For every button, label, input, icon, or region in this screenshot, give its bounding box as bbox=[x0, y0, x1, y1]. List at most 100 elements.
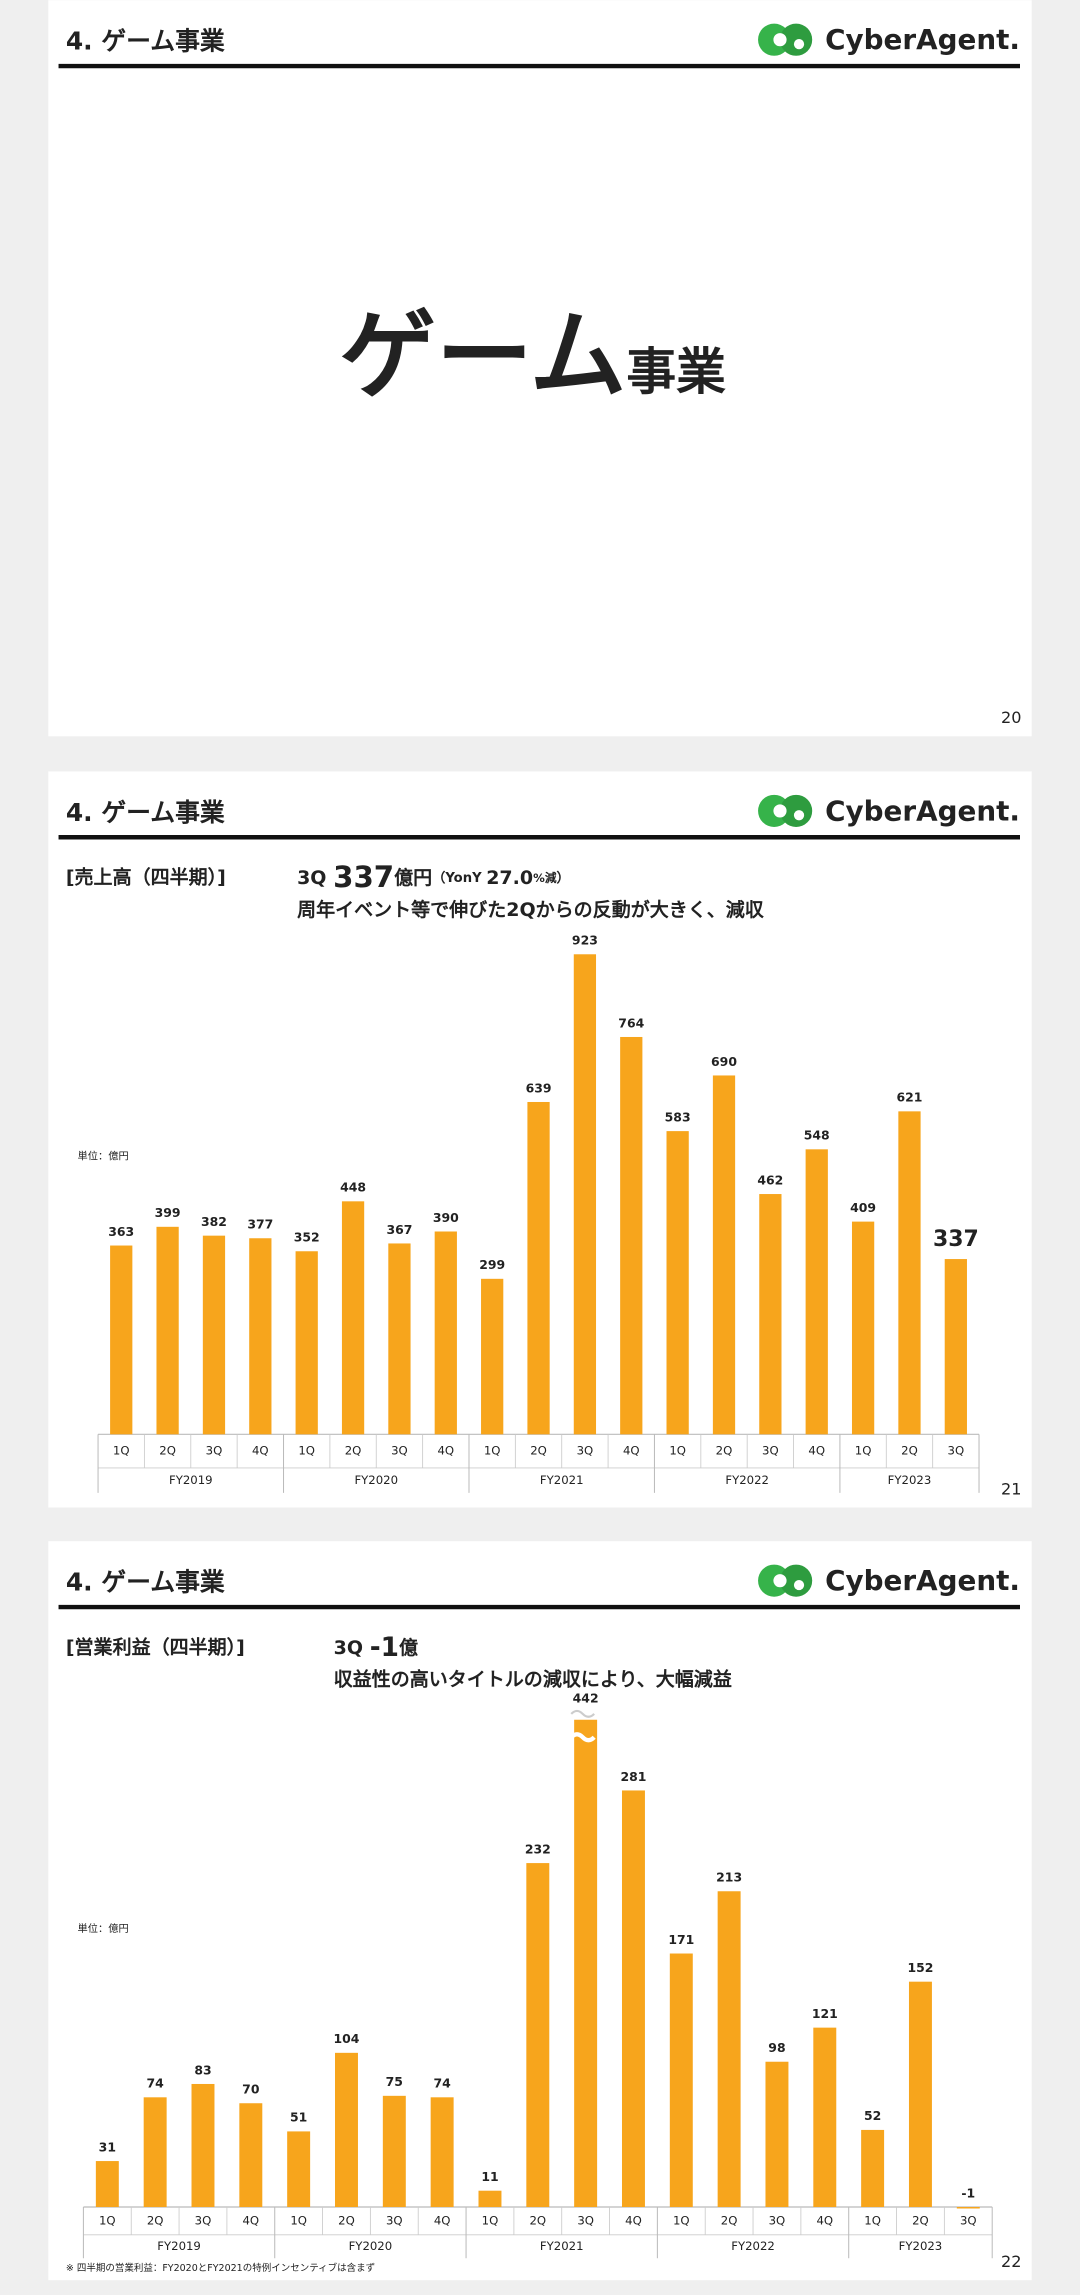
group-label: FY2020 bbox=[354, 1473, 398, 1487]
x-tick-label: 2Q bbox=[912, 2213, 929, 2227]
headline-part: 27.0 bbox=[486, 867, 533, 889]
x-tick-label: 3Q bbox=[195, 2213, 212, 2227]
bar bbox=[239, 2103, 263, 2208]
bar bbox=[249, 1238, 272, 1435]
value-label: 639 bbox=[526, 1080, 552, 1095]
headline: 3Q 337億円（YonY 27.0%減） bbox=[297, 860, 570, 894]
bar bbox=[574, 1719, 598, 2208]
headline-part: -1 bbox=[370, 1632, 399, 1662]
value-label: 462 bbox=[757, 1172, 783, 1187]
headline-part: ） bbox=[557, 870, 570, 886]
logo-icon bbox=[773, 1574, 787, 1588]
bar bbox=[382, 2095, 406, 2208]
bar bbox=[110, 1245, 133, 1435]
value-label: 583 bbox=[665, 1109, 691, 1124]
value-label: 409 bbox=[850, 1200, 876, 1215]
value-label: 121 bbox=[812, 2006, 838, 2021]
logo-icon bbox=[780, 23, 813, 56]
x-tick-label: 3Q bbox=[762, 1444, 779, 1458]
bar bbox=[759, 1194, 782, 1435]
headline-note: 収益性の高いタイトルの減収により、大幅減益 bbox=[334, 1668, 732, 1691]
value-label: 448 bbox=[340, 1180, 366, 1195]
bar bbox=[621, 1790, 645, 2208]
value-label: 70 bbox=[242, 2082, 260, 2097]
bar bbox=[335, 2052, 358, 2208]
logo-icon bbox=[780, 794, 813, 828]
bar bbox=[851, 1221, 875, 1435]
x-tick-label: 2Q bbox=[530, 1444, 547, 1458]
x-tick-label: 4Q bbox=[808, 1444, 825, 1458]
slide bbox=[48, 0, 1032, 737]
value-label: 548 bbox=[804, 1128, 830, 1143]
bar bbox=[956, 2207, 980, 2209]
page-number: 21 bbox=[1001, 1479, 1021, 1498]
logo-icon bbox=[780, 1564, 813, 1597]
value-label: 367 bbox=[386, 1222, 412, 1237]
brand: CyberAgent. bbox=[825, 23, 1020, 56]
subtitle: [売上高（四半期）] bbox=[66, 866, 226, 889]
value-label: 377 bbox=[247, 1217, 273, 1232]
x-tick-label: 4Q bbox=[623, 1444, 640, 1458]
group-label: FY2020 bbox=[349, 2239, 393, 2253]
bar bbox=[712, 1075, 736, 1435]
page-number: 20 bbox=[1001, 708, 1021, 727]
value-label: 213 bbox=[716, 1870, 742, 1885]
value-label: 74 bbox=[147, 2076, 165, 2091]
x-tick-label: 1Q bbox=[298, 1444, 315, 1458]
value-label: 74 bbox=[433, 2076, 451, 2091]
value-label: 171 bbox=[668, 1932, 694, 1947]
bar bbox=[191, 2083, 215, 2208]
x-tick-label: 1Q bbox=[673, 2213, 690, 2227]
value-label: 281 bbox=[620, 1769, 646, 1784]
x-tick-label: 1Q bbox=[290, 2213, 307, 2227]
value-label: 764 bbox=[618, 1015, 644, 1030]
x-tick-label: 3Q bbox=[577, 1444, 594, 1458]
group-label: FY2021 bbox=[540, 2239, 584, 2253]
value-label: 442 bbox=[573, 1691, 599, 1706]
axis-break bbox=[570, 1709, 595, 1718]
x-tick-label: 3Q bbox=[391, 1444, 408, 1458]
value-label: 98 bbox=[768, 2040, 785, 2055]
headline-part: %減 bbox=[533, 871, 557, 885]
x-tick-label: 3Q bbox=[577, 2213, 594, 2227]
bar bbox=[95, 2161, 119, 2208]
big-title-main: ゲーム bbox=[340, 299, 627, 412]
bar bbox=[388, 1243, 411, 1435]
x-tick-label: 2Q bbox=[338, 2213, 355, 2227]
section-title: 4. ゲーム事業 bbox=[66, 27, 225, 56]
value-label: 299 bbox=[479, 1257, 505, 1272]
x-tick-label: 1Q bbox=[669, 1444, 686, 1458]
unit-label: 単位：億円 bbox=[78, 1922, 129, 1935]
page-number: 22 bbox=[1001, 2252, 1021, 2271]
bar bbox=[481, 1278, 504, 1435]
x-tick-label: 4Q bbox=[437, 1444, 454, 1458]
bar bbox=[805, 1149, 828, 1435]
brand: CyberAgent. bbox=[825, 794, 1020, 827]
bar bbox=[430, 2097, 454, 2208]
x-tick-label: 3Q bbox=[948, 1444, 965, 1458]
brand: CyberAgent. bbox=[825, 1564, 1020, 1597]
headline-part: 337 bbox=[333, 860, 394, 894]
section-title: 4. ゲーム事業 bbox=[66, 1568, 225, 1597]
section-title: 4. ゲーム事業 bbox=[66, 798, 225, 827]
value-label: 363 bbox=[108, 1224, 134, 1239]
value-label: 399 bbox=[155, 1205, 181, 1220]
value-label: 104 bbox=[334, 2031, 360, 2046]
bar bbox=[765, 2061, 789, 2208]
logo-icon bbox=[773, 33, 787, 47]
bar bbox=[861, 2129, 885, 2208]
x-tick-label: 2Q bbox=[716, 1444, 733, 1458]
group-label: FY2019 bbox=[157, 2239, 201, 2253]
bar bbox=[717, 1891, 741, 2208]
x-tick-label: 1Q bbox=[855, 1444, 872, 1458]
x-tick-label: 4Q bbox=[625, 2213, 642, 2227]
bar bbox=[527, 1101, 550, 1435]
bar bbox=[669, 1953, 693, 2208]
group-label: FY2021 bbox=[540, 1473, 584, 1487]
bar bbox=[908, 1981, 932, 2208]
x-tick-label: 2Q bbox=[159, 1444, 176, 1458]
value-label: 83 bbox=[194, 2062, 211, 2077]
x-tick-label: 3Q bbox=[386, 2213, 403, 2227]
